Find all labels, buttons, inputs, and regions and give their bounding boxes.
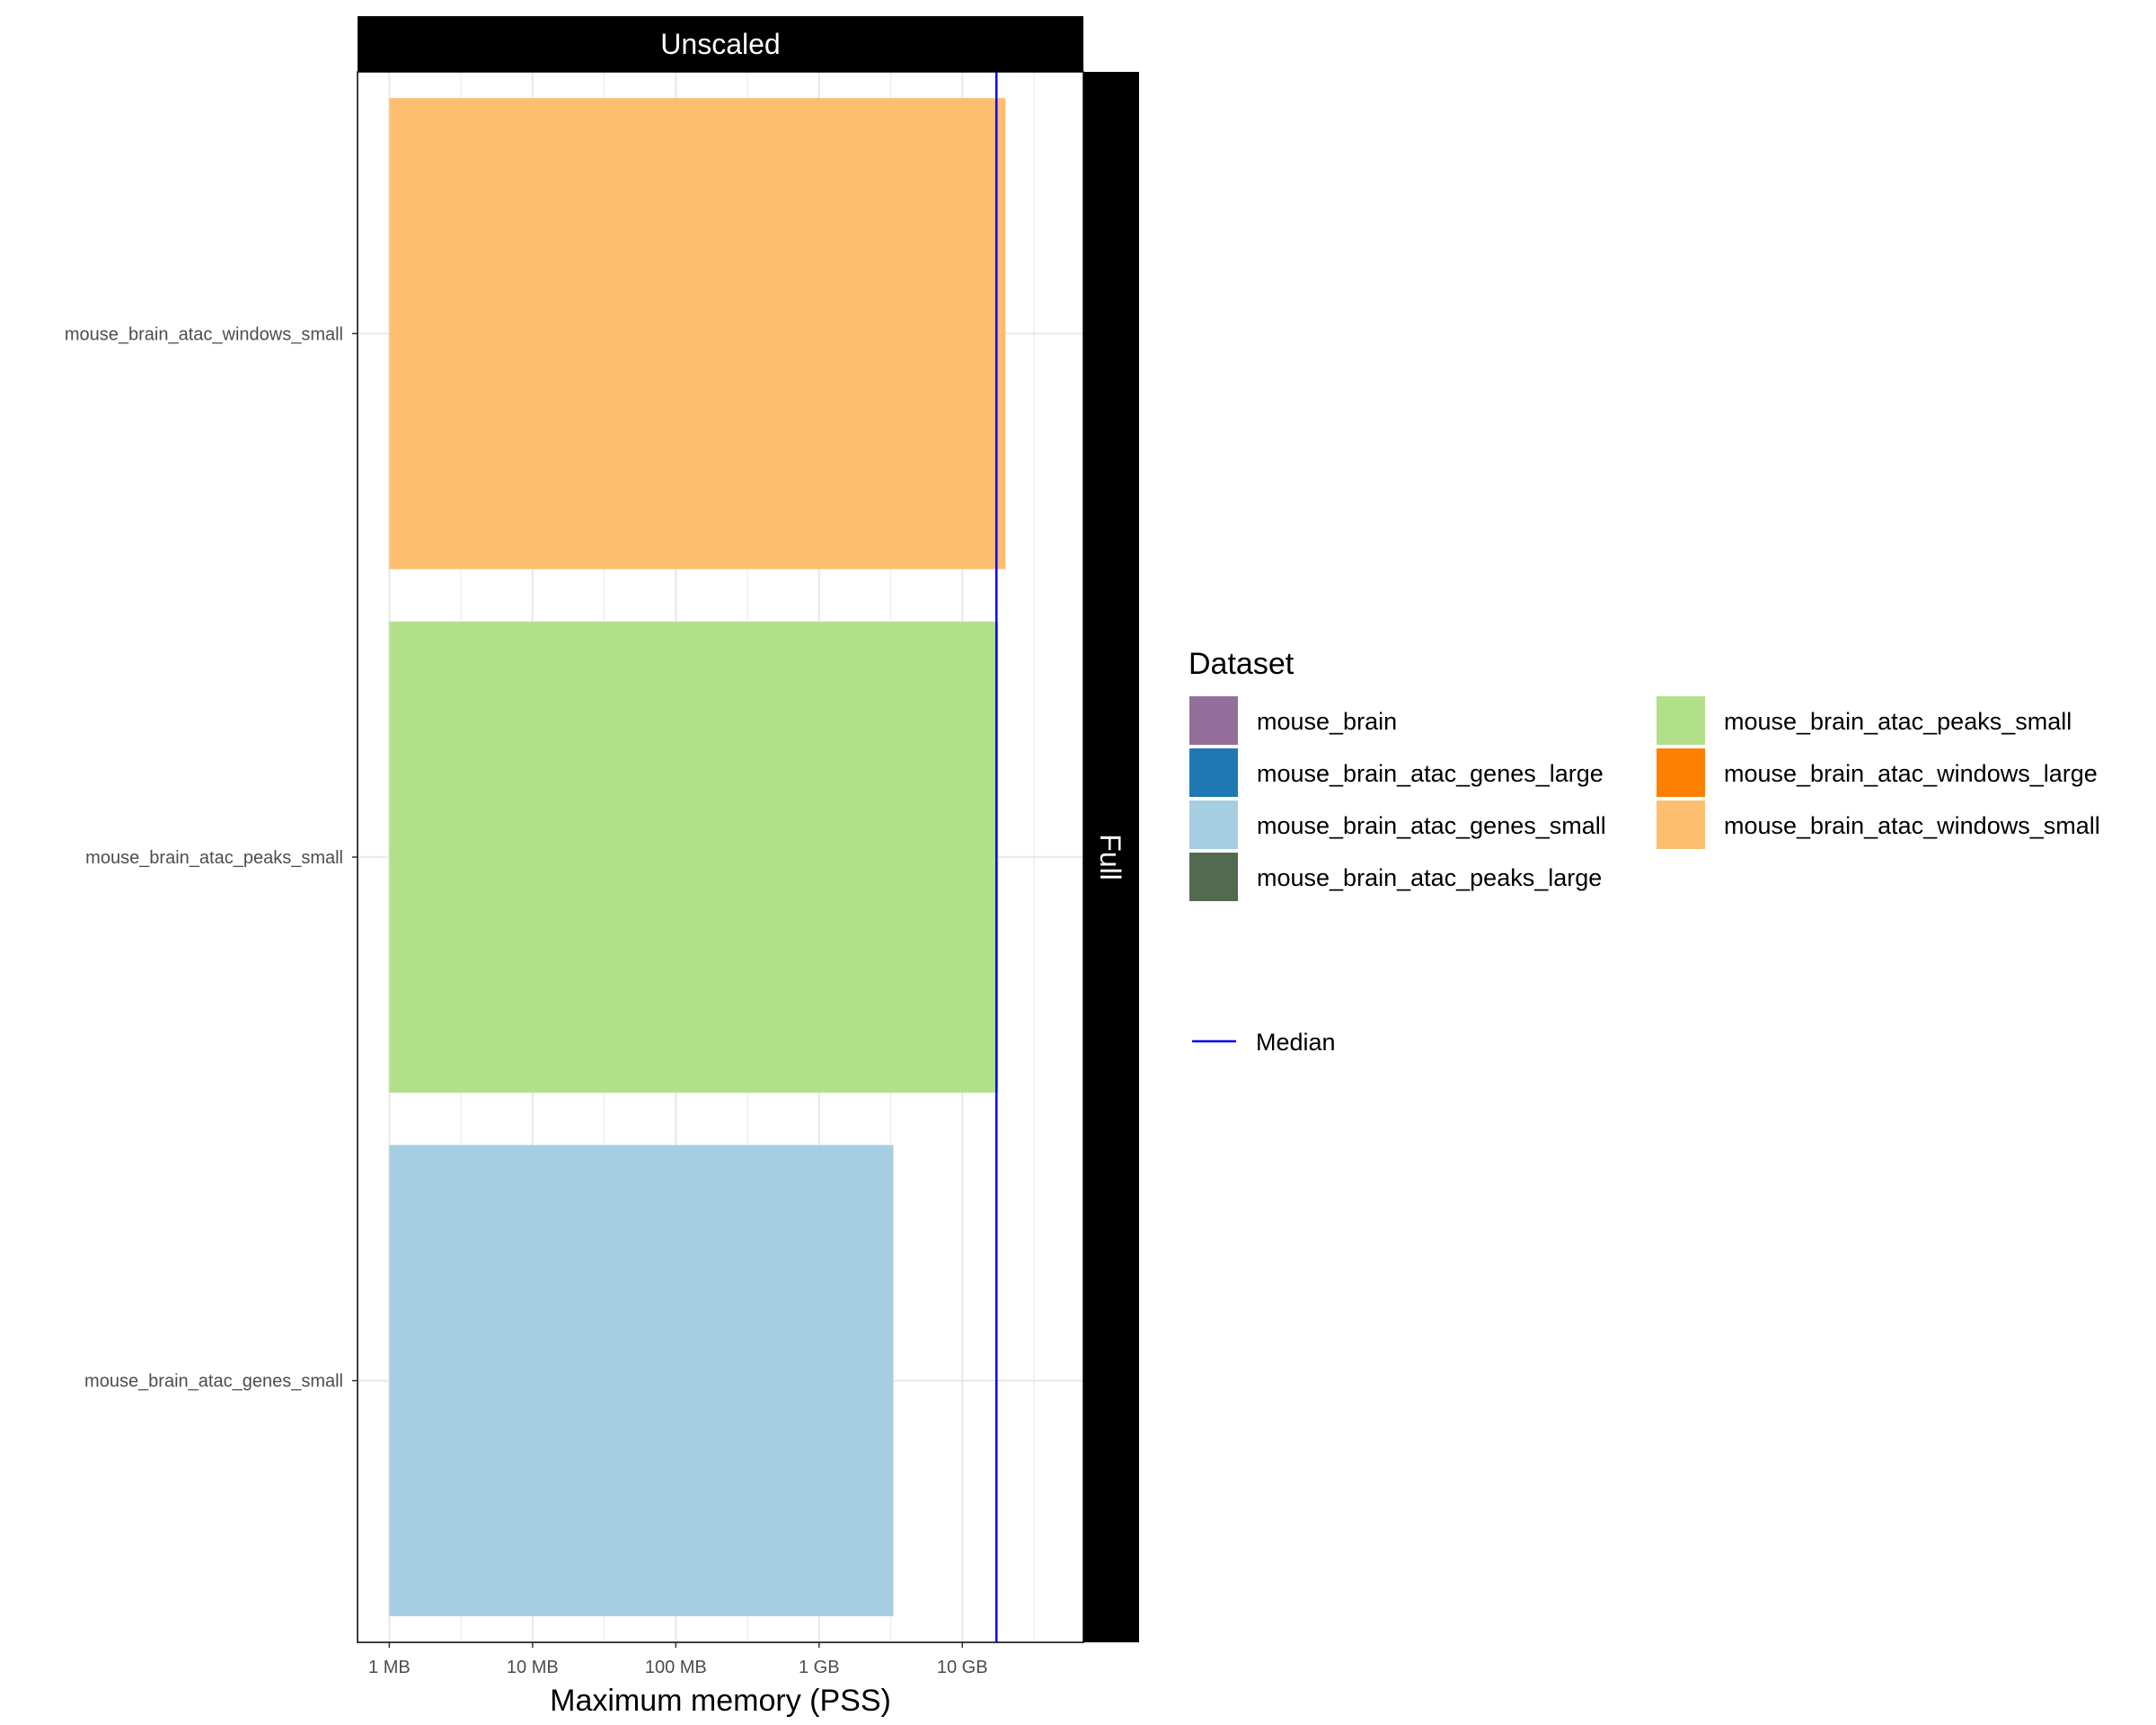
legend-label-mouse_brain: mouse_brain xyxy=(1257,708,1397,735)
legend-key-mouse_brain_atac_peaks_large xyxy=(1188,851,1240,903)
facet-strip-right-label: Full xyxy=(1094,834,1127,880)
facet-strip-top xyxy=(358,16,1083,72)
bar-mouse_brain_atac_windows_small xyxy=(389,98,1006,570)
bar-mouse_brain_atac_peaks_small xyxy=(389,621,999,1093)
legend-label-mouse_brain_atac_genes_large: mouse_brain_atac_genes_large xyxy=(1257,760,1604,787)
legend-key-mouse_brain_atac_peaks_small xyxy=(1655,694,1707,747)
legend: mouse_brainmouse_brain_atac_genes_largem… xyxy=(1188,694,2100,903)
legend-key-mouse_brain xyxy=(1188,694,1240,747)
bar-mouse_brain_atac_genes_small xyxy=(389,1145,894,1616)
legend-label-mouse_brain_atac_genes_small: mouse_brain_atac_genes_small xyxy=(1257,812,1606,839)
y-axis-ticks: mouse_brain_atac_windows_small mouse_brai… xyxy=(65,324,358,1392)
legend-key-mouse_brain_atac_genes_large xyxy=(1188,747,1240,799)
legend-key-mouse_brain_atac_windows_large xyxy=(1655,747,1707,799)
y-tick-label: mouse_brain_atac_genes_small xyxy=(84,1372,343,1392)
legend-label-mouse_brain_atac_peaks_small: mouse_brain_atac_peaks_small xyxy=(1724,708,2072,735)
x-tick-label: 100 MB xyxy=(645,1658,707,1677)
facet-strip-top-label: Unscaled xyxy=(660,28,780,60)
legend-label-mouse_brain_atac_windows_large: mouse_brain_atac_windows_large xyxy=(1724,760,2098,787)
facet-strip-right xyxy=(1083,72,1139,1642)
legend-key-mouse_brain_atac_genes_small xyxy=(1188,799,1240,851)
legend-key-mouse_brain_atac_windows_small xyxy=(1655,799,1707,851)
y-tick-label: mouse_brain_atac_windows_small xyxy=(65,324,343,344)
y-tick-label: mouse_brain_atac_peaks_small xyxy=(85,848,343,868)
legend-median-label: Median xyxy=(1256,1029,1336,1056)
x-tick-label: 10 GB xyxy=(937,1658,988,1677)
x-tick-label: 1 GB xyxy=(799,1658,840,1677)
x-axis-ticks: 1 MB 10 MB 100 MB 1 GB 10 GB xyxy=(368,1642,988,1677)
x-tick-label: 1 MB xyxy=(368,1658,411,1677)
x-tick-label: 10 MB xyxy=(507,1658,559,1677)
bars xyxy=(389,98,1006,1616)
legend-label-mouse_brain_atac_peaks_large: mouse_brain_atac_peaks_large xyxy=(1257,864,1602,891)
legend-label-mouse_brain_atac_windows_small: mouse_brain_atac_windows_small xyxy=(1724,812,2100,839)
x-axis-title: Maximum memory (PSS) xyxy=(550,1684,891,1718)
legend-title: Dataset xyxy=(1188,647,1294,681)
